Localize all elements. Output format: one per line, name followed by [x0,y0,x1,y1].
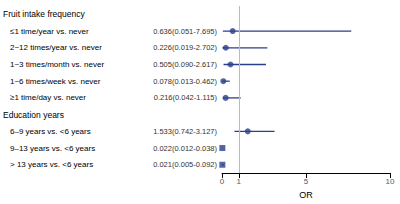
svg-text:6–9 years vs. <6 years: 6–9 years vs. <6 years [10,127,91,136]
svg-text:≥1 time/day vs. never: ≥1 time/day vs. never [10,93,86,102]
svg-text:0.226(0.019-2.702): 0.226(0.019-2.702) [153,43,217,52]
svg-text:0.216(0.042-1.115): 0.216(0.042-1.115) [154,93,218,102]
svg-text:9–13 years vs. <6 years: 9–13 years vs. <6 years [10,144,95,153]
svg-text:0.505(0.090-2.617): 0.505(0.090-2.617) [153,60,217,69]
svg-text:1~6 times/week vs. never: 1~6 times/week vs. never [10,77,101,86]
svg-text:0.078(0.013-0.462): 0.078(0.013-0.462) [153,77,217,86]
svg-text:1~3 times/month vs. never: 1~3 times/month vs. never [10,60,104,69]
svg-text:0.021(0.005-0.092): 0.021(0.005-0.092) [153,160,217,169]
svg-text:Education years: Education years [3,110,64,120]
svg-text:1: 1 [237,177,242,186]
svg-text:1.533(0.742-3.127): 1.533(0.742-3.127) [153,127,217,136]
svg-text:0.636(0.051-7.695): 0.636(0.051-7.695) [153,27,217,36]
svg-text:0.022(0.012-0.038): 0.022(0.012-0.038) [153,144,217,153]
svg-text:2~12 times/year vs. never: 2~12 times/year vs. never [10,43,102,52]
svg-text:≤1 time/year vs. never: ≤1 time/year vs. never [10,27,89,36]
svg-text:OR: OR [299,190,313,200]
svg-text:> 13 years vs. <6 years: > 13 years vs. <6 years [10,160,93,169]
svg-text:10: 10 [386,177,395,186]
svg-text:Fruit intake frequency: Fruit intake frequency [3,9,85,19]
svg-text:0: 0 [220,177,225,186]
svg-text:5: 5 [304,177,309,186]
